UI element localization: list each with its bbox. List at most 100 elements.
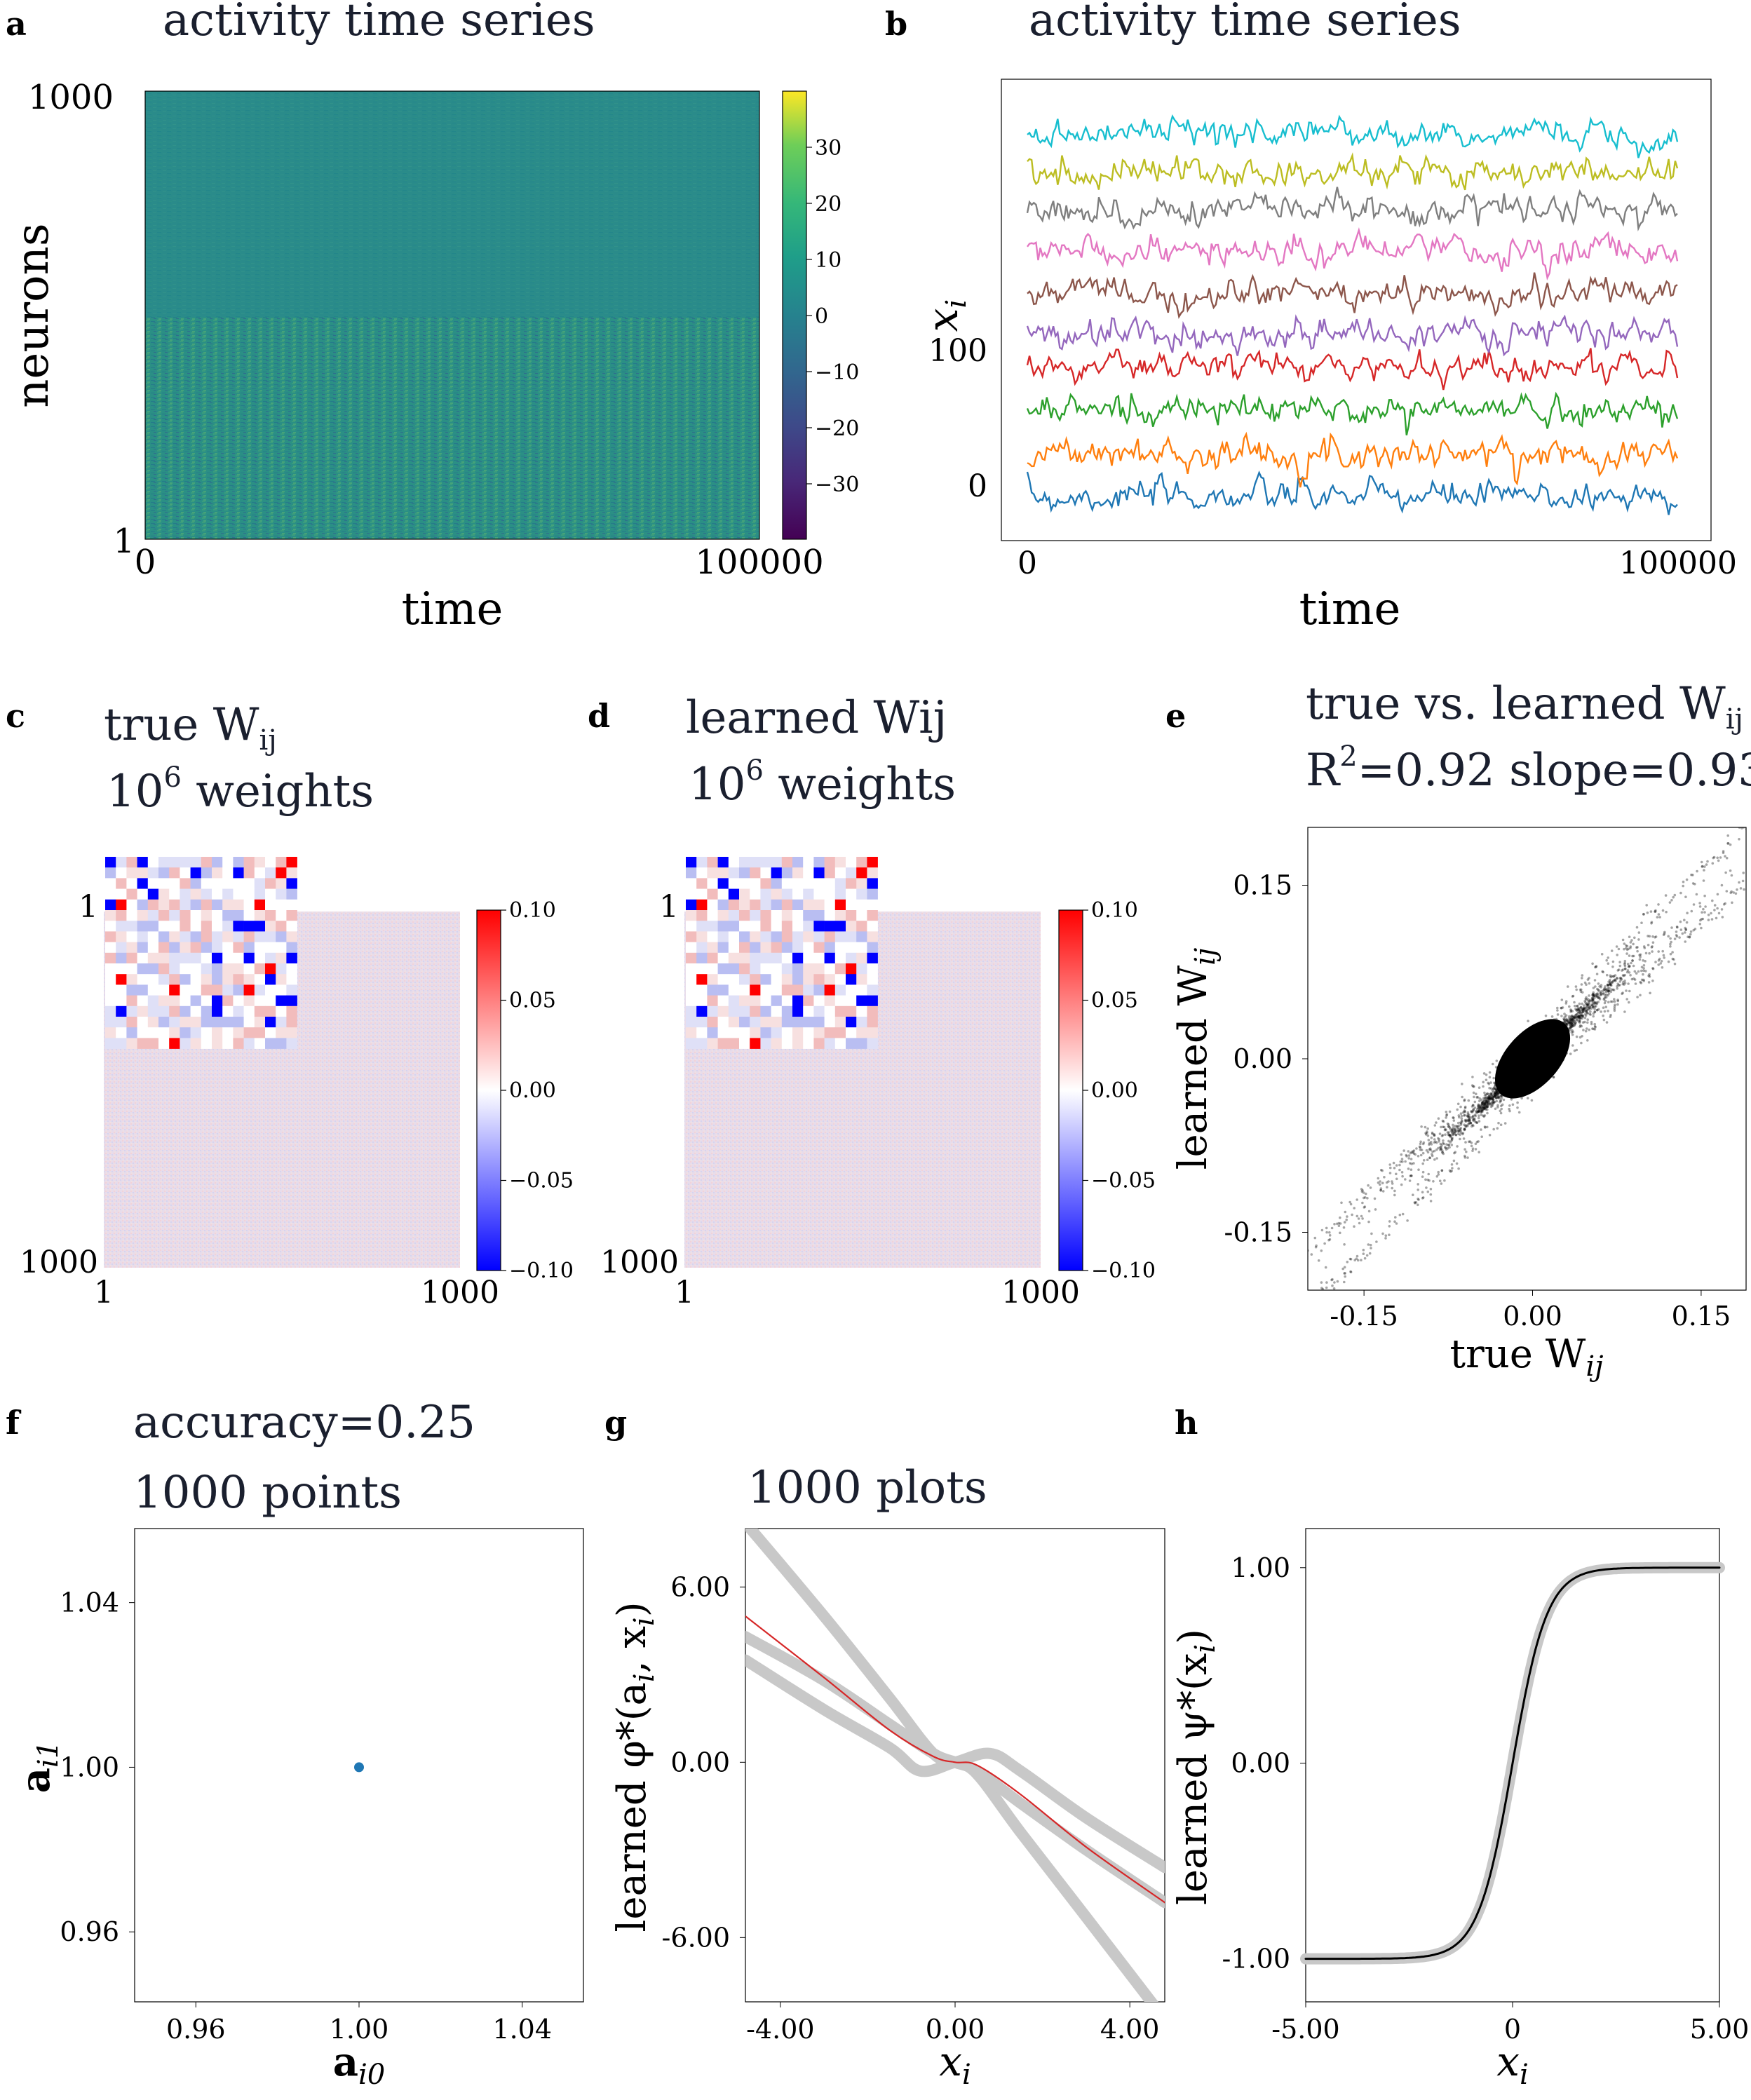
inset-cell [180, 1038, 191, 1049]
scatter-point [1456, 1108, 1459, 1111]
scatter-point [1720, 908, 1724, 911]
scatter-point [1425, 1186, 1428, 1189]
scatter-point [1701, 865, 1704, 868]
scatter-point [1381, 1232, 1384, 1235]
inset-cell [116, 878, 127, 889]
scatter-point [1588, 1028, 1590, 1031]
scatter-point [1613, 1000, 1616, 1003]
panel-b-title: activity time series [1029, 0, 1461, 46]
y-tick-label: -6.00 [662, 1922, 730, 1953]
inset-cell [126, 910, 137, 921]
scatter-point [1642, 969, 1645, 973]
scatter-point [1564, 1019, 1567, 1023]
inset-cell [834, 942, 846, 954]
scatter-point [1421, 1191, 1424, 1194]
scatter-point [1586, 1003, 1590, 1006]
scatter-point [1516, 1101, 1519, 1104]
inset-cell [686, 974, 697, 985]
inset-cell [771, 984, 783, 996]
scatter-point [1463, 1106, 1467, 1109]
scatter-point [1578, 1021, 1581, 1024]
inset-cell [739, 974, 750, 985]
y-tick-label: 1.04 [60, 1587, 119, 1618]
scatter-point [1701, 911, 1703, 914]
scatter-point [1598, 996, 1601, 1000]
scatter-point [1475, 1121, 1479, 1124]
scatter-point [1731, 901, 1733, 905]
inset-cell [265, 1038, 276, 1049]
scatter-point [1471, 1076, 1474, 1078]
scatter-point [1486, 1104, 1489, 1107]
x-axis-label: ai0 [333, 2039, 386, 2091]
scatter-point [1471, 1114, 1475, 1118]
scatter-point [1607, 962, 1610, 965]
scatter-point [1485, 1100, 1488, 1103]
scatter-point [1443, 1128, 1447, 1132]
inset-cell [116, 1038, 127, 1049]
inset-cell [739, 888, 750, 900]
scatter-point [1658, 916, 1661, 919]
scatter-point [1467, 1099, 1471, 1102]
scatter-point [1564, 1000, 1568, 1003]
scatter-point [1481, 1102, 1484, 1105]
x-tick-label: -5.00 [1271, 2014, 1339, 2045]
scatter-point [1600, 984, 1603, 987]
scatter-point [1461, 1083, 1463, 1085]
inset-cell [126, 899, 137, 911]
inset-cell [750, 857, 761, 868]
scatter-point [1424, 1132, 1427, 1134]
inset-cell [739, 899, 750, 911]
scatter-point [1413, 1201, 1417, 1204]
scatter-point [1454, 1130, 1457, 1134]
scatter-point [1600, 990, 1603, 993]
scatter-point [1581, 1015, 1585, 1018]
inset-cell [750, 888, 761, 900]
scatter-point [1672, 958, 1675, 961]
scatter-point [1463, 1154, 1466, 1158]
inset-cell [867, 963, 878, 975]
panel-h: h -5.00 0 5.00-1.000.001.00 xi learned ψ*(… [1170, 1404, 1749, 2091]
inset-cell [686, 899, 697, 911]
scatter-point [1609, 1000, 1613, 1003]
scatter-point [1678, 936, 1681, 939]
inset-cell [728, 931, 740, 942]
scatter-point [1439, 1149, 1442, 1151]
inset-cell [771, 1005, 783, 1017]
scatter-point [1704, 905, 1707, 908]
x-tick-1000: 1000 [421, 1275, 499, 1310]
scatter-point [1604, 985, 1607, 988]
scatter-point [1367, 1243, 1370, 1246]
inset-cell [286, 888, 297, 900]
inset-cell [824, 1017, 836, 1028]
scatter-point [1492, 1098, 1494, 1102]
scatter-point [1616, 982, 1619, 985]
inset-cell [707, 931, 718, 942]
scatter-point [1328, 1234, 1332, 1237]
scatter-point [1625, 944, 1629, 948]
scatter-point [1633, 970, 1637, 973]
inset-cell [105, 963, 116, 975]
scatter-point [1701, 865, 1704, 868]
scatter-point [1311, 1299, 1313, 1302]
scatter-point [1485, 1100, 1488, 1103]
scatter-point [1477, 1110, 1480, 1113]
inset-cell [265, 974, 276, 985]
inset-cell [834, 888, 846, 900]
scatter-point [1602, 1006, 1605, 1009]
series-learned [745, 1615, 1165, 1904]
scatter-point [1508, 1107, 1510, 1111]
scatter-point [1642, 967, 1645, 970]
inset-cell [856, 931, 867, 942]
scatter-point [1595, 966, 1597, 968]
inset-cell [781, 984, 793, 996]
inset-cell [686, 984, 697, 996]
scatter-point [1597, 996, 1600, 999]
panel-b: b activity time series 100 0 0 100000 ti… [885, 0, 1737, 635]
scatter-point [1496, 1106, 1499, 1109]
inset-cell [190, 878, 202, 889]
scatter-point [1461, 1111, 1465, 1114]
inset-cell [180, 974, 191, 985]
scatter-point [1487, 1097, 1490, 1100]
inset-cell [867, 857, 878, 868]
scatter-point [1588, 1012, 1591, 1015]
